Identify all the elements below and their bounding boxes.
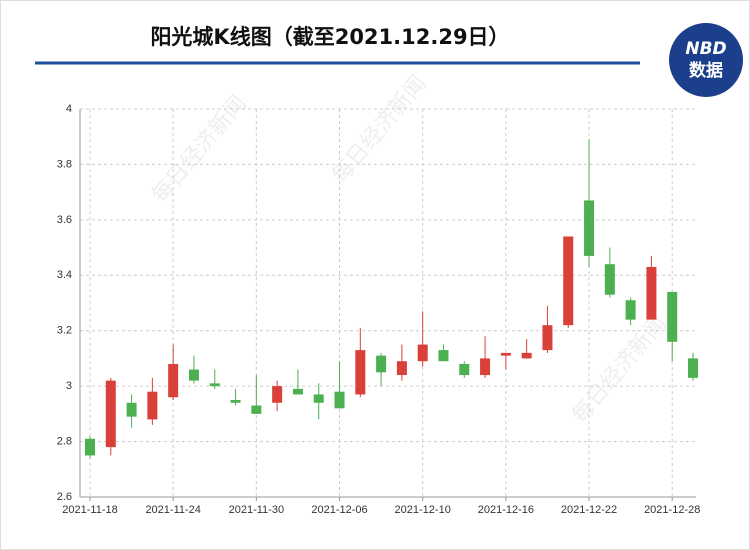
candle-body xyxy=(85,438,95,456)
candle-body xyxy=(188,369,199,381)
logo-text: 数据 xyxy=(689,60,723,81)
candle-body xyxy=(272,386,283,403)
x-tick-label: 2021-11-18 xyxy=(62,504,117,516)
candle-body xyxy=(438,350,449,362)
y-tick-label: 3.6 xyxy=(57,214,72,226)
candle-body xyxy=(625,300,636,320)
y-tick-label: 3.8 xyxy=(57,158,72,170)
x-tick-label: 2021-11-30 xyxy=(229,504,284,516)
candle-body xyxy=(459,363,470,376)
candle-body xyxy=(251,405,262,414)
candle-body xyxy=(417,344,428,362)
candle-body xyxy=(542,325,553,351)
x-tick-label: 2021-11-24 xyxy=(145,504,200,516)
logo-text: NBD xyxy=(685,39,726,59)
candle-body xyxy=(209,383,220,387)
candle-body xyxy=(646,266,657,320)
candle-body xyxy=(168,363,179,398)
candle-body xyxy=(376,355,387,373)
candle-body xyxy=(480,358,491,376)
candle-body xyxy=(230,400,241,403)
y-tick-label: 2.8 xyxy=(57,435,72,447)
x-tick-label: 2021-12-28 xyxy=(644,504,700,516)
x-tick-label: 2021-12-06 xyxy=(311,504,367,516)
candle-body xyxy=(667,291,678,342)
x-tick-label: 2021-12-10 xyxy=(395,504,451,516)
candle-body xyxy=(105,380,116,448)
candle-body xyxy=(334,391,345,409)
candle-body xyxy=(355,350,366,395)
candle-body xyxy=(313,394,324,403)
candle-body xyxy=(500,352,511,356)
candle-body xyxy=(563,236,574,326)
y-tick-label: 3.2 xyxy=(57,325,72,337)
candle-body xyxy=(521,352,532,359)
y-tick-label: 2.6 xyxy=(57,491,72,503)
x-tick-label: 2021-12-16 xyxy=(478,504,534,516)
candle-body xyxy=(126,402,137,417)
y-tick-label: 3.4 xyxy=(57,269,72,281)
x-tick-label: 2021-12-22 xyxy=(561,504,617,516)
y-tick-label: 4 xyxy=(66,103,72,115)
candle-body xyxy=(688,358,698,378)
chart-title: 阳光城K线图（截至2021.12.29日） xyxy=(150,25,509,49)
candle-body xyxy=(147,391,158,420)
candle-body xyxy=(396,361,407,376)
candle-body xyxy=(292,388,303,395)
y-tick-label: 3 xyxy=(66,380,72,392)
logo xyxy=(669,23,743,97)
candle-body xyxy=(604,264,615,295)
candle-body xyxy=(584,200,595,256)
